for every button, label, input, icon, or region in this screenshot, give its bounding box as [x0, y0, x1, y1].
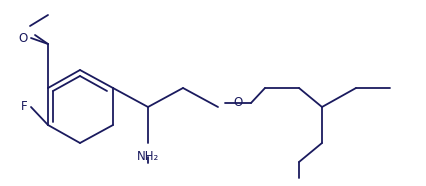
- Text: F: F: [21, 100, 28, 113]
- Text: O: O: [233, 97, 243, 110]
- Text: NH₂: NH₂: [137, 150, 159, 163]
- Text: O: O: [19, 31, 28, 44]
